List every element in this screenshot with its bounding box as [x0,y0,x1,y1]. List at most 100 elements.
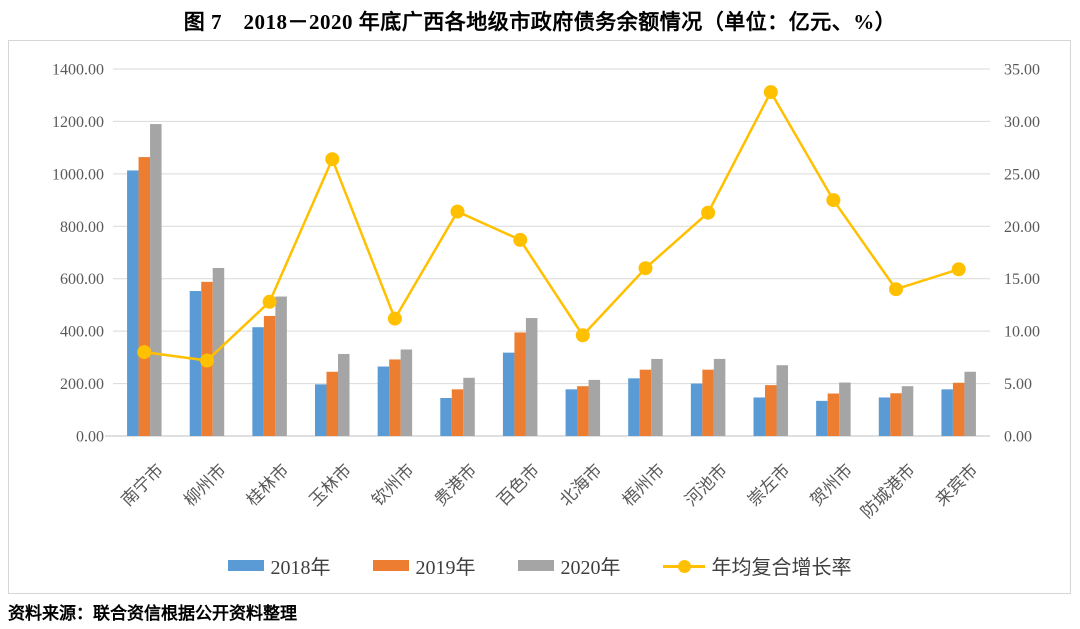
left-axis-tick-label: 1200.00 [52,114,104,131]
left-axis-tick-label: 1000.00 [52,166,104,183]
x-axis-label-贵港市: 贵港市 [431,460,480,509]
growth-rate-point-北海市 [575,328,590,343]
legend-swatch-2019 [372,560,409,571]
bar-2018年-北海市 [565,389,578,436]
x-axis-label-百色市: 百色市 [494,460,543,509]
bar-2018年-河池市 [690,383,703,436]
x-axis-label-梧州市: 梧州市 [619,460,668,509]
bar-2020年-贺州市 [839,382,851,436]
left-axis-tick-label: 600.00 [60,271,104,288]
growth-rate-point-来宾市 [951,262,966,277]
bar-2020年-梧州市 [651,358,663,436]
legend-item-2018: 2018年 [227,551,331,580]
x-axis-label-来宾市: 来宾市 [932,460,981,509]
bar-2018年-贺州市 [816,400,828,436]
bar-2019年-钦州市 [389,359,401,436]
bar-2018年-百色市 [502,352,515,436]
right-axis-tick-label: 25.00 [1004,166,1040,183]
growth-rate-point-玉林市 [325,152,340,167]
x-axis-label-贺州市: 贺州市 [807,460,856,509]
growth-rate-point-防城港市 [889,282,903,297]
bar-2020年-河池市 [713,358,726,436]
bar-2020年-防城港市 [901,386,914,436]
x-axis-label-北海市: 北海市 [556,460,605,509]
x-axis-label-钦州市: 钦州市 [368,460,417,509]
left-axis-tick-label: 200.00 [60,376,104,393]
right-axis-tick-label: 0.00 [1004,429,1032,446]
bar-2018年-贵港市 [440,397,452,436]
bar-2019年-南宁市 [138,157,151,436]
bar-2019年-桂林市 [263,315,276,436]
bar-2019年-梧州市 [639,369,652,436]
growth-rate-point-桂林市 [262,294,277,309]
bar-2018年-梧州市 [628,378,640,436]
left-axis-tick-label: 0.00 [76,429,104,446]
x-axis-label-崇左市: 崇左市 [744,460,793,509]
bar-2018年-南宁市 [127,170,139,436]
source-note: 资料来源：联合资信根据公开资料整理 [8,604,297,623]
growth-rate-point-河池市 [701,205,716,220]
legend-item-2020: 2020年 [517,551,621,580]
bar-2020年-贵港市 [463,377,475,436]
growth-rate-point-南宁市 [137,345,152,360]
left-axis-tick-label: 800.00 [60,219,104,236]
bar-2020年-南宁市 [150,124,162,437]
growth-rate-point-百色市 [513,232,528,247]
right-axis-tick-label: 15.00 [1004,271,1040,288]
legend-swatch-2020 [517,560,554,571]
bar-2019年-崇左市 [765,385,777,436]
bar-2019年-北海市 [577,386,589,436]
right-axis-tick-label: 20.00 [1004,219,1040,236]
chart-frame: 0.00 0.00 200.00 5.00 400.00 10.00 600.00 15.00… [8,40,1071,594]
bar-2019年-河池市 [702,369,714,436]
bar-2020年-玉林市 [338,353,350,436]
x-axis-label-防城港市: 防城港市 [857,460,919,522]
legend-dot [677,559,691,573]
bar-2020年-百色市 [525,318,538,436]
bar-2018年-来宾市 [941,389,953,436]
legend-line-marker-icon [662,559,705,573]
right-axis-tick-label: 10.00 [1004,324,1040,341]
growth-rate-point-贺州市 [826,193,841,208]
growth-rate-point-钦州市 [387,311,402,326]
bar-2020年-崇左市 [776,365,788,436]
chart-canvas: 0.00 0.00 200.00 5.00 400.00 10.00 600.00 15.00… [52,62,1040,522]
left-axis-tick-label: 400.00 [60,324,104,341]
right-axis-tick-label: 35.00 [1004,62,1040,79]
bar-2018年-防城港市 [878,397,891,436]
x-axis-label-柳州市: 柳州市 [180,460,229,509]
legend-label-cagr: 年均复合增长率 [711,557,852,579]
left-axis-tick-label: 1400.00 [52,62,104,79]
bar-2018年-崇左市 [753,397,765,436]
bar-2019年-防城港市 [890,393,902,436]
x-axis-label-桂林市: 桂林市 [243,460,292,509]
bar-2019年-百色市 [514,332,526,436]
bar-2019年-来宾市 [952,382,965,436]
bar-2020年-桂林市 [275,296,287,436]
legend-label-2019: 2019年 [415,557,476,579]
x-axis-label-南宁市: 南宁市 [118,460,167,509]
legend-item-2019: 2019年 [372,551,476,580]
bar-2020年-柳州市 [212,267,225,436]
bar-2019年-贺州市 [827,393,840,436]
growth-rate-point-梧州市 [638,261,653,276]
x-axis-label-玉林市: 玉林市 [306,460,355,509]
chart-title: 图 7 2018－2020 年底广西各地级市政府债务余额情况（单位：亿元、%） [183,10,897,34]
bar-2019年-贵港市 [451,389,464,436]
bar-2020年-北海市 [588,379,601,436]
legend-item-cagr: 年均复合增长率 [662,551,852,580]
legend-label-2018: 2018年 [270,557,331,579]
bar-2020年-钦州市 [400,349,413,436]
growth-rate-point-贵港市 [450,204,465,219]
bar-2019年-玉林市 [326,371,338,436]
bar-2018年-柳州市 [189,291,202,436]
right-axis-tick-label: 30.00 [1004,114,1040,131]
bar-2018年-玉林市 [315,384,327,436]
growth-rate-point-柳州市 [200,353,214,368]
chart-legend: 2018年 2019年 2020年 年均复合增长率 [9,551,1070,580]
growth-rate-point-崇左市 [763,85,778,100]
growth-rate-line [144,89,960,362]
x-axis-label-河池市: 河池市 [681,460,730,509]
legend-label-2020: 2020年 [560,557,621,579]
bar-2018年-钦州市 [377,366,390,436]
